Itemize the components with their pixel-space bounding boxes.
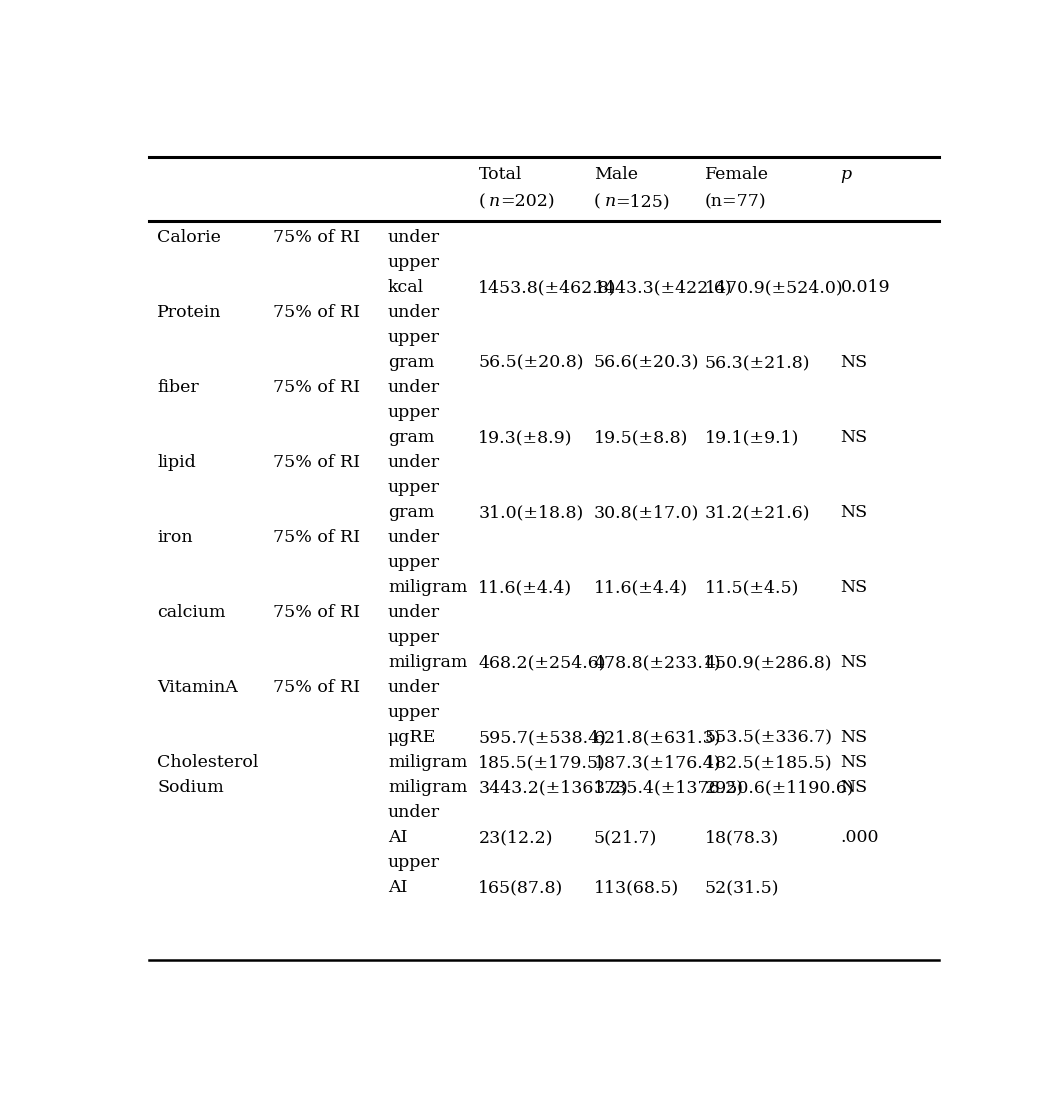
Text: calcium: calcium	[157, 604, 226, 622]
Text: 75% of RI: 75% of RI	[273, 305, 360, 321]
Text: NS: NS	[841, 654, 868, 671]
Text: upper: upper	[388, 329, 440, 346]
Text: n: n	[490, 192, 500, 210]
Text: 19.5(±8.8): 19.5(±8.8)	[594, 429, 688, 447]
Text: upper: upper	[388, 704, 440, 722]
Text: 182.5(±185.5): 182.5(±185.5)	[705, 755, 833, 771]
Text: (n=77): (n=77)	[705, 192, 767, 210]
Text: 75% of RI: 75% of RI	[273, 679, 360, 696]
Text: p: p	[841, 166, 852, 183]
Text: VitaminA: VitaminA	[157, 679, 238, 696]
Text: under: under	[388, 529, 440, 547]
Text: 56.5(±20.8): 56.5(±20.8)	[478, 354, 584, 372]
Text: Female: Female	[705, 166, 769, 183]
Text: 11.6(±4.4): 11.6(±4.4)	[594, 580, 688, 596]
Text: 0.019: 0.019	[841, 279, 890, 296]
Text: 75% of RI: 75% of RI	[273, 454, 360, 471]
Text: =202): =202)	[500, 192, 554, 210]
Text: 30.8(±17.0): 30.8(±17.0)	[594, 504, 699, 521]
Text: upper: upper	[388, 480, 440, 496]
Text: (: (	[594, 192, 600, 210]
Text: n: n	[604, 192, 616, 210]
Text: 31.0(±18.8): 31.0(±18.8)	[478, 504, 584, 521]
Text: upper: upper	[388, 254, 440, 272]
Text: upper: upper	[388, 554, 440, 571]
Text: fiber: fiber	[157, 379, 200, 396]
Text: 1443.3(±422.6): 1443.3(±422.6)	[594, 279, 733, 296]
Text: Protein: Protein	[157, 305, 222, 321]
Text: miligram: miligram	[388, 580, 467, 596]
Text: 31.2(±21.6): 31.2(±21.6)	[705, 504, 810, 521]
Text: 19.1(±9.1): 19.1(±9.1)	[705, 429, 799, 447]
Text: 5(21.7): 5(21.7)	[594, 829, 657, 846]
Text: 18(78.3): 18(78.3)	[705, 829, 780, 846]
Text: 468.2(±254.6): 468.2(±254.6)	[478, 654, 606, 671]
Text: 478.8(±233.1): 478.8(±233.1)	[594, 654, 721, 671]
Text: 621.8(±631.3): 621.8(±631.3)	[594, 729, 721, 746]
Text: under: under	[388, 305, 440, 321]
Text: 450.9(±286.8): 450.9(±286.8)	[705, 654, 833, 671]
Text: iron: iron	[157, 529, 193, 547]
Text: NS: NS	[841, 729, 868, 746]
Text: 11.6(±4.4): 11.6(±4.4)	[478, 580, 572, 596]
Text: 185.5(±179.5): 185.5(±179.5)	[478, 755, 606, 771]
Text: Male: Male	[594, 166, 637, 183]
Text: μgRE: μgRE	[388, 729, 436, 746]
Text: 75% of RI: 75% of RI	[273, 529, 360, 547]
Text: gram: gram	[388, 429, 434, 447]
Text: 56.6(±20.3): 56.6(±20.3)	[594, 354, 699, 372]
Text: 1453.8(±462.8): 1453.8(±462.8)	[478, 279, 617, 296]
Text: 23(12.2): 23(12.2)	[478, 829, 553, 846]
Text: under: under	[388, 230, 440, 246]
Text: 11.5(±4.5): 11.5(±4.5)	[705, 580, 799, 596]
Text: AI: AI	[388, 879, 408, 896]
Text: 75% of RI: 75% of RI	[273, 604, 360, 622]
Text: upper: upper	[388, 854, 440, 871]
Text: 113(68.5): 113(68.5)	[594, 879, 679, 896]
Text: upper: upper	[388, 405, 440, 421]
Text: NS: NS	[841, 504, 868, 521]
Text: under: under	[388, 804, 440, 821]
Text: 1470.9(±524.0): 1470.9(±524.0)	[705, 279, 843, 296]
Text: 3443.2(±1361.2): 3443.2(±1361.2)	[478, 779, 629, 796]
Text: upper: upper	[388, 629, 440, 646]
Text: gram: gram	[388, 354, 434, 372]
Text: NS: NS	[841, 354, 868, 372]
Text: Sodium: Sodium	[157, 779, 224, 796]
Text: NS: NS	[841, 580, 868, 596]
Text: 52(31.5): 52(31.5)	[705, 879, 780, 896]
Text: 165(87.8): 165(87.8)	[478, 879, 564, 896]
Text: 56.3(±21.8): 56.3(±21.8)	[705, 354, 810, 372]
Text: 553.5(±336.7): 553.5(±336.7)	[705, 729, 833, 746]
Text: Cholesterol: Cholesterol	[157, 755, 259, 771]
Text: under: under	[388, 604, 440, 622]
Text: (: (	[478, 192, 485, 210]
Text: 19.3(±8.9): 19.3(±8.9)	[478, 429, 572, 447]
Text: kcal: kcal	[388, 279, 424, 296]
Text: NS: NS	[841, 429, 868, 447]
Text: 3735.4(±1376.2): 3735.4(±1376.2)	[594, 779, 743, 796]
Text: 75% of RI: 75% of RI	[273, 379, 360, 396]
Text: 187.3(±176.4): 187.3(±176.4)	[594, 755, 721, 771]
Text: 2950.6(±1190.6): 2950.6(±1190.6)	[705, 779, 855, 796]
Text: under: under	[388, 379, 440, 396]
Text: 595.7(±538.4): 595.7(±538.4)	[478, 729, 606, 746]
Text: NS: NS	[841, 779, 868, 796]
Text: under: under	[388, 454, 440, 471]
Text: lipid: lipid	[157, 454, 196, 471]
Text: Total: Total	[478, 166, 521, 183]
Text: Calorie: Calorie	[157, 230, 221, 246]
Text: AI: AI	[388, 829, 408, 846]
Text: 75% of RI: 75% of RI	[273, 230, 360, 246]
Text: gram: gram	[388, 504, 434, 521]
Text: under: under	[388, 679, 440, 696]
Text: miligram: miligram	[388, 755, 467, 771]
Text: .000: .000	[841, 829, 879, 846]
Text: miligram: miligram	[388, 779, 467, 796]
Text: miligram: miligram	[388, 654, 467, 671]
Text: =125): =125)	[615, 192, 670, 210]
Text: NS: NS	[841, 755, 868, 771]
